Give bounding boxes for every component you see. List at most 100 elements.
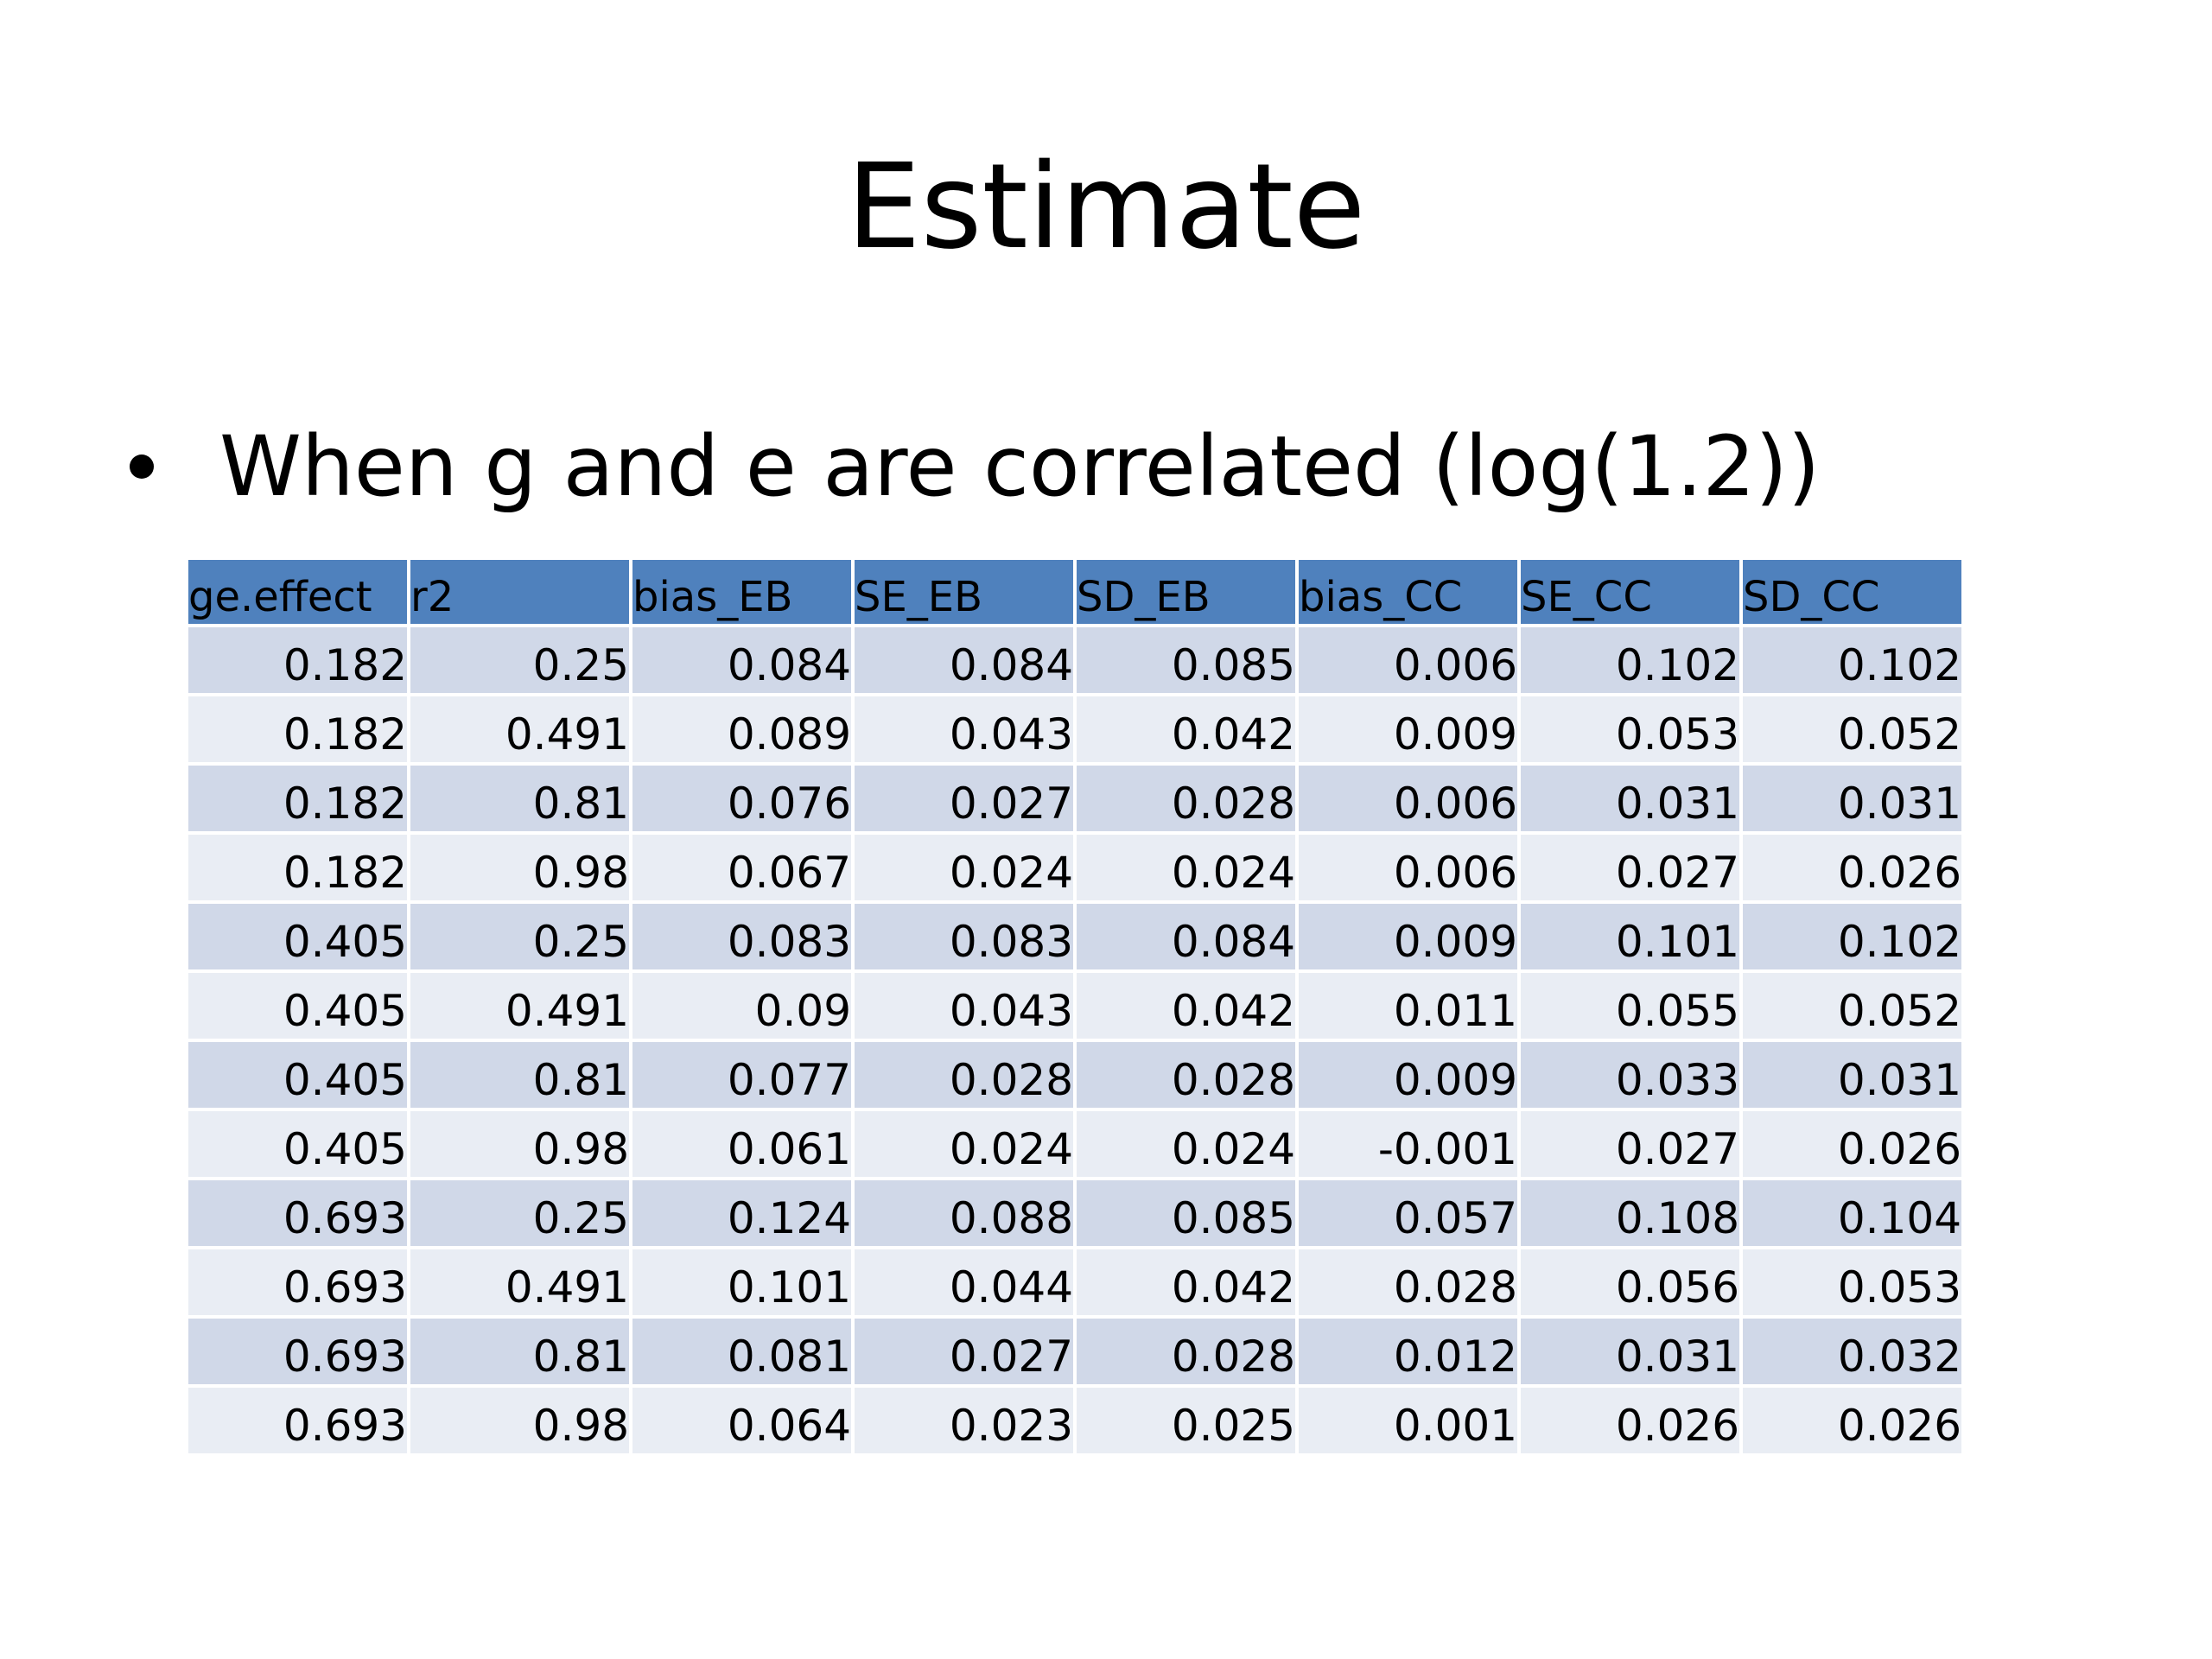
table-cell: 0.102 — [1743, 904, 1961, 969]
table-row: 0.405 0.25 0.083 0.083 0.084 0.009 0.101… — [188, 904, 1961, 969]
table-cell: 0.042 — [1077, 696, 1295, 762]
table-cell: 0.076 — [632, 766, 851, 831]
table-cell: 0.009 — [1299, 1042, 1517, 1108]
table-row: 0.693 0.491 0.101 0.044 0.042 0.028 0.05… — [188, 1249, 1961, 1315]
table-cell: 0.053 — [1743, 1249, 1961, 1315]
table-cell: 0.693 — [188, 1180, 407, 1246]
table-cell: 0.024 — [855, 835, 1073, 900]
table-cell: 0.044 — [855, 1249, 1073, 1315]
table-cell: 0.81 — [410, 1319, 629, 1384]
table-cell: 0.055 — [1521, 973, 1739, 1039]
table-cell: 0.98 — [410, 1111, 629, 1177]
table-cell: 0.101 — [632, 1249, 851, 1315]
table-cell: 0.081 — [632, 1319, 851, 1384]
table-cell: 0.084 — [1077, 904, 1295, 969]
table-cell: 0.077 — [632, 1042, 851, 1108]
table-cell: 0.026 — [1743, 1111, 1961, 1177]
table-cell: 0.031 — [1521, 766, 1739, 831]
table-cell: 0.057 — [1299, 1180, 1517, 1246]
table-cell: 0.104 — [1743, 1180, 1961, 1246]
table-cell: 0.053 — [1521, 696, 1739, 762]
header-r2: r2 — [410, 560, 629, 624]
table-cell: 0.023 — [855, 1388, 1073, 1453]
table-header-row: ge.effect r2 bias_EB SE_EB SD_EB bias_CC… — [188, 560, 1961, 624]
table-cell: 0.011 — [1299, 973, 1517, 1039]
table-cell: 0.25 — [410, 627, 629, 693]
table-cell: 0.056 — [1521, 1249, 1739, 1315]
header-se-eb: SE_EB — [855, 560, 1073, 624]
table-cell: 0.025 — [1077, 1388, 1295, 1453]
bullet-point: When g and e are correlated (log(1.2)) — [130, 415, 1820, 518]
table-cell: 0.043 — [855, 973, 1073, 1039]
table-cell: 0.182 — [188, 696, 407, 762]
table-cell: 0.088 — [855, 1180, 1073, 1246]
table-cell: 0.026 — [1743, 1388, 1961, 1453]
table-cell: 0.006 — [1299, 835, 1517, 900]
table-cell: 0.028 — [1077, 1042, 1295, 1108]
slide-title: Estimate — [846, 139, 1366, 276]
header-bias-eb: bias_EB — [632, 560, 851, 624]
table-cell: 0.101 — [1521, 904, 1739, 969]
table-cell: 0.024 — [1077, 1111, 1295, 1177]
table-row: 0.405 0.491 0.09 0.043 0.042 0.011 0.055… — [188, 973, 1961, 1039]
header-sd-eb: SD_EB — [1077, 560, 1295, 624]
header-sd-cc: SD_CC — [1743, 560, 1961, 624]
table-cell: 0.491 — [410, 1249, 629, 1315]
table-cell: 0.012 — [1299, 1319, 1517, 1384]
table-cell: 0.061 — [632, 1111, 851, 1177]
table-cell: 0.405 — [188, 1042, 407, 1108]
table-cell: 0.027 — [1521, 1111, 1739, 1177]
table-cell: 0.052 — [1743, 696, 1961, 762]
table-cell: 0.042 — [1077, 1249, 1295, 1315]
table-cell: 0.009 — [1299, 696, 1517, 762]
table-cell: 0.124 — [632, 1180, 851, 1246]
table-cell: 0.064 — [632, 1388, 851, 1453]
table-row: 0.693 0.98 0.064 0.023 0.025 0.001 0.026… — [188, 1388, 1961, 1453]
table-cell: 0.009 — [1299, 904, 1517, 969]
table-cell: 0.81 — [410, 1042, 629, 1108]
table-row: 0.182 0.491 0.089 0.043 0.042 0.009 0.05… — [188, 696, 1961, 762]
table-cell: 0.693 — [188, 1388, 407, 1453]
bullet-text: When g and e are correlated (log(1.2)) — [219, 418, 1821, 515]
table-cell: 0.043 — [855, 696, 1073, 762]
table-cell: 0.089 — [632, 696, 851, 762]
table-cell: 0.024 — [1077, 835, 1295, 900]
table-cell: 0.028 — [1299, 1249, 1517, 1315]
table-cell: 0.027 — [1521, 835, 1739, 900]
table-cell: 0.031 — [1743, 1042, 1961, 1108]
header-ge-effect: ge.effect — [188, 560, 407, 624]
table-cell: 0.028 — [1077, 766, 1295, 831]
table-cell: 0.042 — [1077, 973, 1295, 1039]
table-row: 0.405 0.81 0.077 0.028 0.028 0.009 0.033… — [188, 1042, 1961, 1108]
table-cell: 0.028 — [855, 1042, 1073, 1108]
table-cell: 0.001 — [1299, 1388, 1517, 1453]
table-cell: 0.085 — [1077, 1180, 1295, 1246]
table-cell: 0.085 — [1077, 627, 1295, 693]
table-cell: 0.182 — [188, 627, 407, 693]
table-cell: 0.09 — [632, 973, 851, 1039]
table-cell: 0.052 — [1743, 973, 1961, 1039]
table-cell: 0.102 — [1521, 627, 1739, 693]
table-cell: 0.084 — [855, 627, 1073, 693]
table-row: 0.182 0.25 0.084 0.084 0.085 0.006 0.102… — [188, 627, 1961, 693]
table-row: 0.405 0.98 0.061 0.024 0.024 -0.001 0.02… — [188, 1111, 1961, 1177]
table-cell: 0.024 — [855, 1111, 1073, 1177]
table-row: 0.182 0.98 0.067 0.024 0.024 0.006 0.027… — [188, 835, 1961, 900]
table-cell: 0.25 — [410, 904, 629, 969]
table-cell: 0.006 — [1299, 766, 1517, 831]
table-cell: 0.083 — [855, 904, 1073, 969]
table-cell: 0.006 — [1299, 627, 1517, 693]
table-cell: 0.81 — [410, 766, 629, 831]
table-row: 0.182 0.81 0.076 0.027 0.028 0.006 0.031… — [188, 766, 1961, 831]
table-cell: 0.405 — [188, 904, 407, 969]
table-cell: 0.98 — [410, 835, 629, 900]
table-cell: 0.98 — [410, 1388, 629, 1453]
table-cell: 0.031 — [1743, 766, 1961, 831]
table-cell: 0.182 — [188, 835, 407, 900]
table-cell: 0.405 — [188, 973, 407, 1039]
table-cell: 0.026 — [1743, 835, 1961, 900]
header-bias-cc: bias_CC — [1299, 560, 1517, 624]
table-cell: 0.491 — [410, 973, 629, 1039]
table-cell: 0.032 — [1743, 1319, 1961, 1384]
table-cell: 0.031 — [1521, 1319, 1739, 1384]
